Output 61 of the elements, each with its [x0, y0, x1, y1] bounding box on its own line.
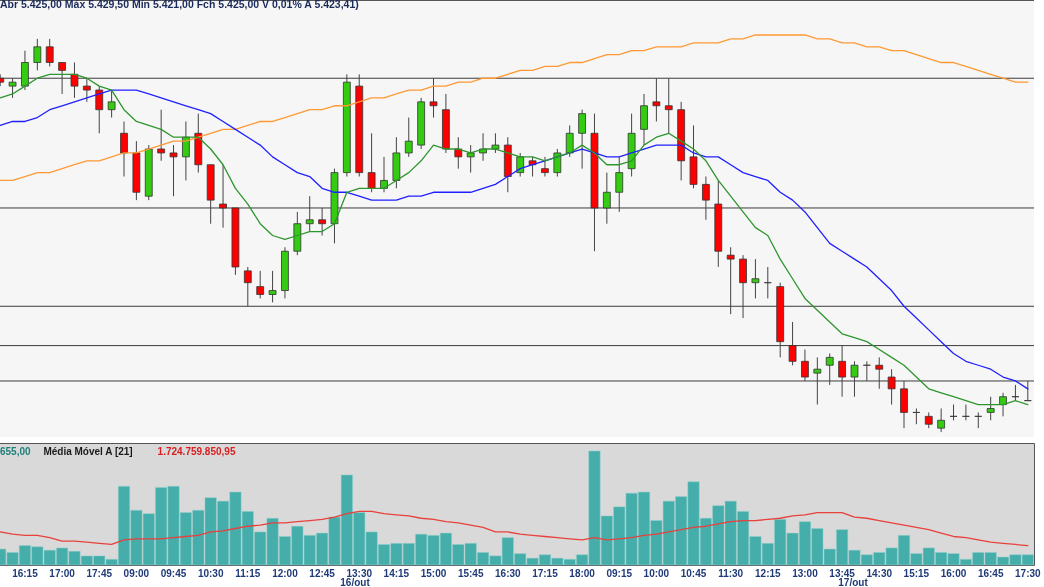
- x-tick-label: 15:00: [420, 567, 447, 579]
- x-tick-label: 11:15: [235, 567, 261, 579]
- candlestick: [367, 132, 376, 193]
- x-tick-label: 17:45: [86, 567, 113, 579]
- x-tick-label: 16:15: [12, 567, 39, 579]
- x-tick-label: 11:30: [718, 567, 744, 579]
- candlestick: [454, 136, 463, 170]
- x-tick-label: 12:15: [755, 567, 782, 579]
- x-tick-label: 15:45: [457, 567, 484, 579]
- candlestick: [404, 117, 413, 158]
- candlestick: [380, 156, 388, 193]
- x-tick-label: 18:00: [569, 567, 596, 579]
- candlestick: [45, 38, 54, 67]
- x-tick-label: 17:15: [532, 567, 559, 579]
- candlestick: [120, 120, 128, 178]
- x-tick-label: 10:00: [643, 567, 670, 579]
- candlestick: [751, 258, 760, 299]
- x-tick-label: 10:30: [197, 567, 224, 579]
- candlestick: [937, 408, 946, 433]
- candlestick: [157, 109, 166, 162]
- text: Abr 5.425,00 Máx 5.429,50 Mín 5.421,00 Fch 5.425,00 V 0,01% A 5.423,41): [0, 0, 359, 10]
- candlestick: [95, 85, 104, 134]
- annotation: 655,00: [0, 446, 32, 457]
- candlestick: [999, 392, 1007, 417]
- candlestick: [268, 270, 277, 303]
- x-tick-label: 12:45: [309, 567, 336, 579]
- x-tick-label: 09:45: [160, 567, 187, 579]
- x-tick-label: 15:15: [903, 567, 930, 579]
- x-tick-label: 09:00: [123, 567, 150, 579]
- candlestick: [516, 152, 525, 178]
- candlestick: [491, 132, 500, 154]
- annotation: Média Móvel A [21]: [43, 446, 133, 457]
- x-tick-label: 14:15: [383, 567, 410, 579]
- x-tick-label: 09:15: [606, 567, 633, 579]
- x-tick-label: 16:45: [977, 567, 1004, 579]
- x-tick-label: 12:00: [272, 567, 299, 579]
- candlestick: [565, 124, 574, 158]
- x-tick-label: 17:00: [49, 567, 76, 579]
- x-tick-label: 14:30: [866, 567, 893, 579]
- candlestick: [541, 156, 549, 178]
- candlestick: [82, 77, 91, 103]
- candlestick: [169, 144, 178, 197]
- candlestick: [466, 144, 475, 174]
- candlestick: [553, 148, 562, 178]
- candlestick: [256, 270, 265, 299]
- x-tick-label: 16:30: [495, 567, 522, 579]
- candlestick: [986, 396, 995, 421]
- candlestick: [33, 38, 42, 71]
- x-tick-label: 13:45: [829, 567, 856, 579]
- candlestick: [182, 120, 190, 181]
- annotation: 1.724.759.850,95: [157, 446, 236, 457]
- x-tick-label: 13:30: [346, 567, 373, 579]
- x-tick-label: 10:45: [680, 567, 707, 579]
- text: 17/out: [838, 577, 869, 587]
- text: 16/out: [340, 577, 371, 587]
- x-tick-label: 17:30: [1015, 567, 1042, 579]
- x-tick-label: 13:00: [792, 567, 819, 579]
- candlestick: [107, 89, 116, 119]
- candlestick: [640, 93, 648, 146]
- x-tick-label: 16:00: [940, 567, 967, 579]
- candlestick: [578, 109, 586, 170]
